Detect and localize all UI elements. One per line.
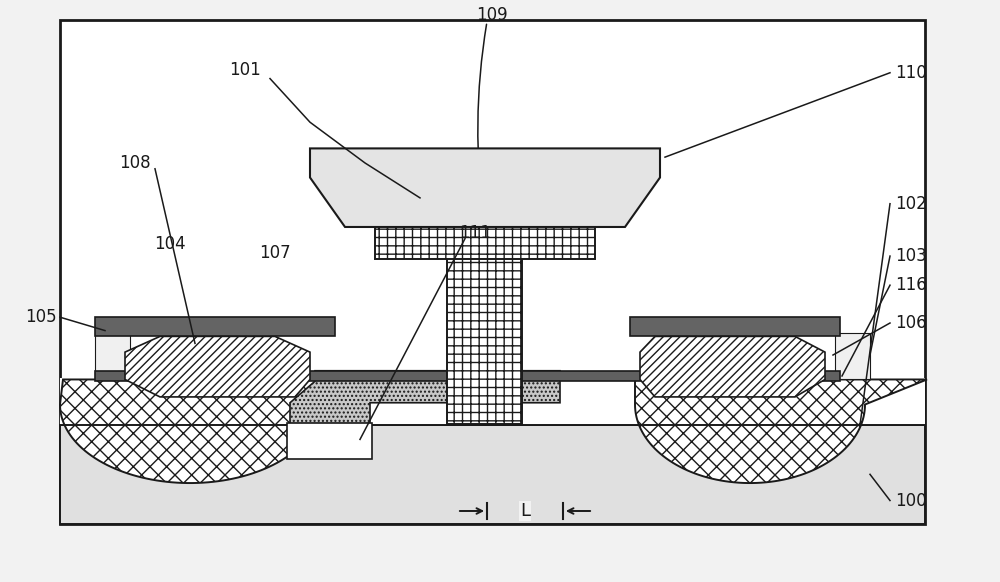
Bar [60, 378, 925, 425]
Polygon shape [635, 379, 927, 483]
Polygon shape [60, 379, 325, 483]
Bar [447, 246, 522, 424]
Bar [95, 333, 130, 379]
Bar [95, 317, 335, 336]
Text: 100: 100 [895, 492, 927, 509]
Text: 102: 102 [895, 195, 927, 212]
Text: 101: 101 [229, 61, 261, 79]
Polygon shape [640, 336, 825, 397]
Text: 103: 103 [895, 247, 927, 265]
Text: 107: 107 [259, 244, 291, 262]
Polygon shape [290, 371, 560, 424]
Text: 106: 106 [895, 314, 927, 332]
Bar [630, 317, 840, 336]
Text: 116: 116 [895, 276, 927, 294]
Text: 105: 105 [25, 308, 57, 326]
Polygon shape [310, 148, 660, 227]
Bar [60, 425, 925, 524]
Bar [835, 333, 870, 379]
Text: 111: 111 [459, 224, 491, 242]
Bar [95, 371, 840, 381]
Text: 104: 104 [154, 236, 186, 253]
Text: L: L [520, 502, 530, 520]
Text: 109: 109 [476, 6, 508, 23]
Bar [287, 423, 372, 459]
Text: 108: 108 [119, 154, 151, 172]
Bar [375, 227, 595, 259]
Bar [60, 20, 925, 524]
Polygon shape [125, 336, 310, 397]
Text: 110: 110 [895, 64, 927, 81]
